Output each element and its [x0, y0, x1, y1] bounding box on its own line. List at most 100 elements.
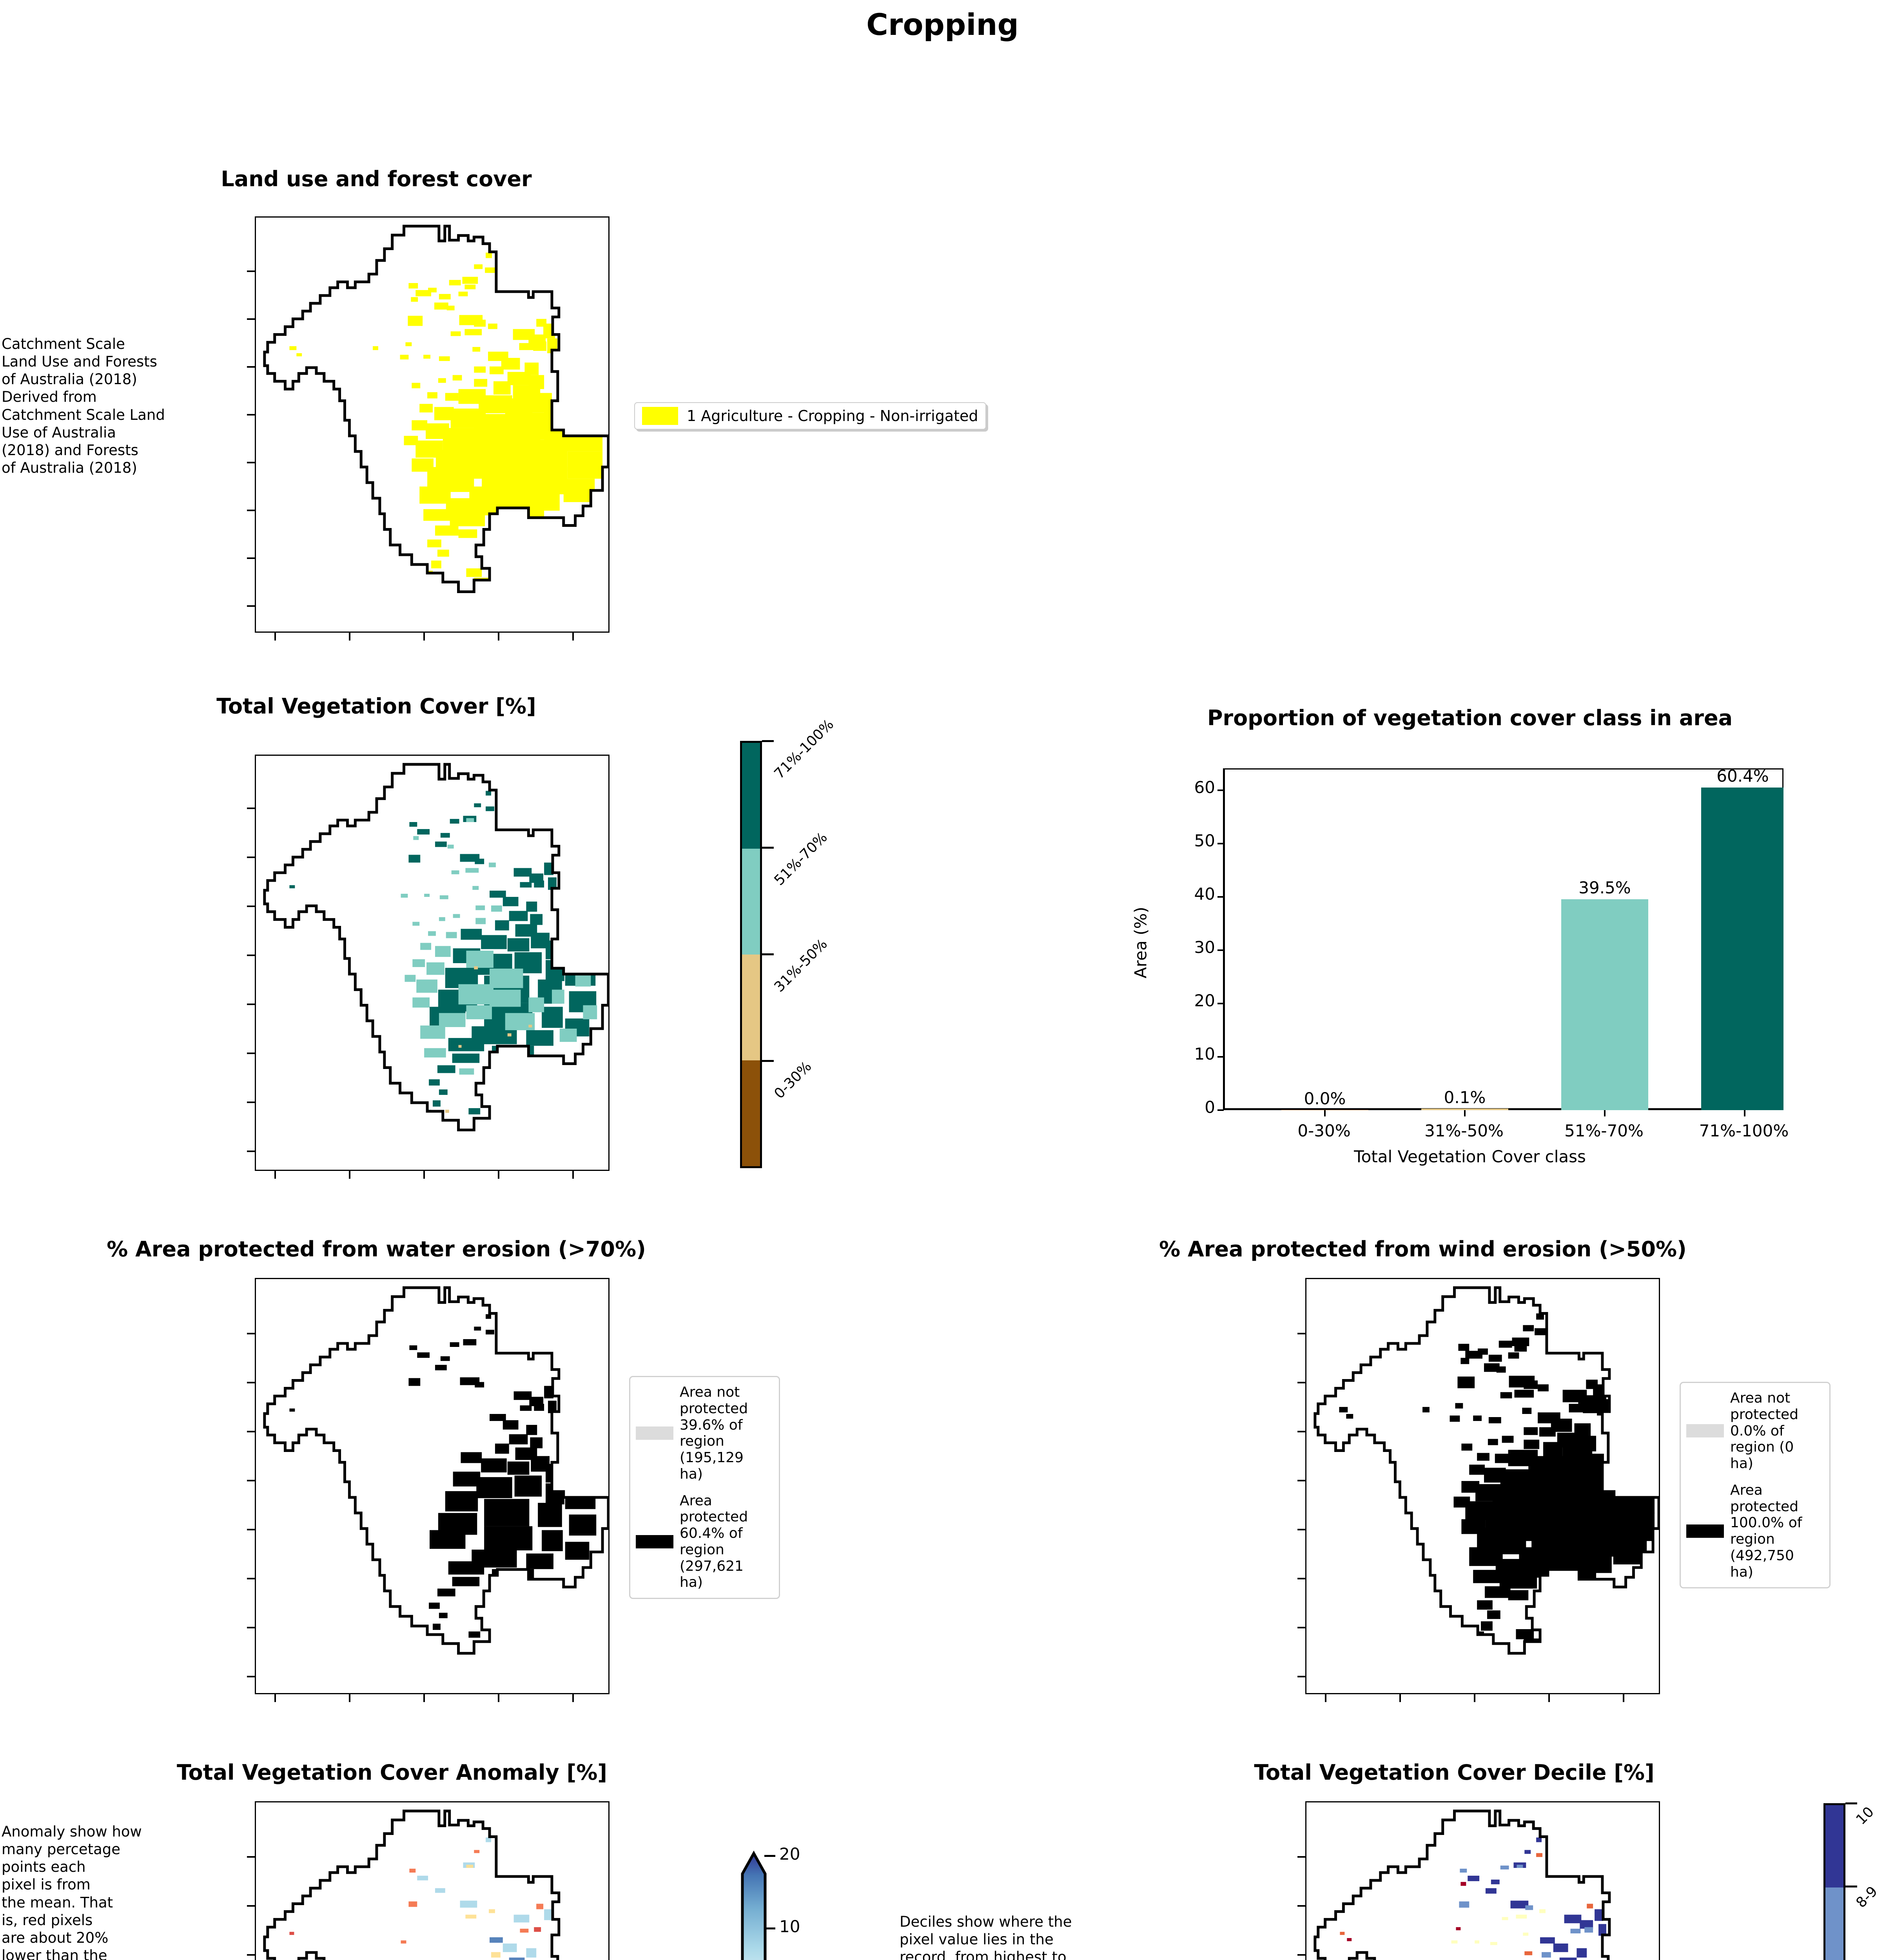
water-erosion-legend[interactable]: Area not protected 39.6% of region (195,… — [629, 1376, 780, 1599]
anomaly-colorbar[interactable] — [740, 1803, 767, 1960]
decile-cbar-label-8-9: 8-9 — [1853, 1883, 1881, 1911]
water-erosion-axis-tick — [247, 1578, 255, 1579]
barchart-ytick-50: 50 — [1194, 831, 1215, 850]
anomaly-colorbar-svg — [741, 1850, 767, 1960]
bar-31-50 — [1421, 1109, 1508, 1110]
vegcover-cbar-label-0-30: 0-30% — [771, 1058, 815, 1102]
decile-cbar-tick — [1845, 1886, 1857, 1887]
decile-axis-tick — [1297, 1905, 1305, 1907]
cbar-seg-8-9 — [1825, 1887, 1843, 1960]
not-protected-swatch — [636, 1426, 673, 1440]
vegcover-cbar-tick — [762, 1060, 774, 1062]
bar-value-label-71-100: 60.4% — [1716, 766, 1769, 786]
barchart-ylabel: Area (%) — [1131, 907, 1150, 978]
wind-erosion-axis-tick — [1474, 1694, 1475, 1702]
barchart-xtick-mark — [1604, 1110, 1606, 1116]
vegcover-map[interactable] — [255, 755, 610, 1171]
decile-map[interactable] — [1305, 1801, 1660, 1960]
landuse-axis-tick — [572, 633, 574, 641]
landuse-axis-tick — [349, 633, 350, 641]
wind-erosion-map-svg — [1314, 1286, 1659, 1655]
wind-erosion-panel-title: % Area protected from wind erosion (>50%… — [1159, 1237, 1687, 1261]
water-erosion-axis-tick — [247, 1529, 255, 1530]
landuse-panel-title: Land use and forest cover — [221, 167, 532, 191]
legend-row-not-protected[interactable]: Area not protected 0.0% of region (0 ha) — [1686, 1390, 1823, 1472]
anomaly-caption: Anomaly show how many percetage points e… — [2, 1823, 142, 1960]
legend-row-not-protected[interactable]: Area not protected 39.6% of region (195,… — [636, 1384, 773, 1483]
water-erosion-axis-tick — [349, 1694, 350, 1702]
decile-cbar-tick — [1845, 1802, 1857, 1804]
landuse-axis-tick — [247, 318, 255, 320]
bar-value-label-51-70: 39.5% — [1578, 878, 1631, 897]
wind-erosion-axis-tick — [1297, 1676, 1305, 1677]
wind-erosion-axis-tick — [1297, 1480, 1305, 1481]
landuse-axis-tick — [498, 633, 499, 641]
decile-panel-title: Total Vegetation Cover Decile [%] — [1254, 1760, 1655, 1785]
wind-erosion-map[interactable] — [1305, 1278, 1660, 1694]
landuse-axis-tick — [247, 557, 255, 559]
protected-swatch — [1686, 1524, 1724, 1538]
wind-erosion-raster — [1339, 1313, 1655, 1650]
water-erosion-map[interactable] — [255, 1278, 610, 1694]
not-protected-text: Area not protected 39.6% of region (195,… — [680, 1384, 748, 1482]
protected-text: Area protected 60.4% of region (297,621 … — [680, 1492, 748, 1591]
cbar-seg-51-70 — [742, 849, 760, 955]
water-erosion-map-svg — [263, 1286, 608, 1655]
barchart-ytick-40: 40 — [1194, 884, 1215, 904]
barchart-xtick-mark — [1744, 1110, 1745, 1116]
vegcover-colorbar[interactable] — [740, 741, 762, 1168]
legend-row-protected[interactable]: Area protected 60.4% of region (297,621 … — [636, 1493, 773, 1591]
landuse-legend[interactable]: 1 Agriculture - Cropping - Non-irrigated — [634, 402, 986, 430]
decile-raster — [1340, 1837, 1606, 1960]
barchart-ytick-30: 30 — [1194, 938, 1215, 957]
water-erosion-axis-tick — [274, 1694, 276, 1702]
barchart[interactable]: Area (%) 0 10 20 30 40 50 60 0.0% 0.1% 3… — [1131, 741, 1803, 1211]
decile-colorbar[interactable] — [1823, 1803, 1845, 1960]
vegcover-axis-tick — [247, 955, 255, 956]
vegcover-axis-tick — [247, 906, 255, 907]
cbar-seg-31-50 — [742, 955, 760, 1060]
protected-text: Area protected 100.0% of region (492,750… — [1730, 1482, 1802, 1580]
water-erosion-axis-tick — [423, 1694, 425, 1702]
anomaly-cbar-label-20: 20 — [779, 1844, 800, 1864]
barchart-xtick-mark — [1464, 1110, 1466, 1116]
barchart-xtick-71-100: 71%-100% — [1699, 1121, 1789, 1140]
barchart-ytick-20: 20 — [1194, 991, 1215, 1010]
legend-row-protected[interactable]: Area protected 100.0% of region (492,750… — [1686, 1482, 1823, 1581]
barchart-ytick-60: 60 — [1194, 778, 1215, 797]
barchart-xtick-mark — [1324, 1110, 1326, 1116]
region-boundary — [1314, 1809, 1611, 1960]
decile-caption: Deciles show where the pixel value lies … — [900, 1913, 1072, 1960]
cbar-seg-10 — [1825, 1805, 1843, 1887]
water-erosion-axis-tick — [572, 1694, 574, 1702]
anomaly-panel-title: Total Vegetation Cover Anomaly [%] — [177, 1760, 607, 1785]
landuse-map[interactable] — [255, 216, 610, 633]
vegcover-cbar-tick — [762, 740, 774, 742]
barchart-xtick-0-30: 0-30% — [1297, 1121, 1351, 1140]
decile-axis-tick — [1297, 1954, 1305, 1956]
decile-map-svg — [1314, 1809, 1611, 1960]
vegcover-axis-tick — [349, 1171, 350, 1179]
anomaly-map-svg — [263, 1809, 561, 1960]
landuse-axis-tick — [247, 605, 255, 607]
barchart-ytick-mark — [1217, 1003, 1224, 1004]
barchart-ytick-0: 0 — [1205, 1098, 1215, 1117]
vegcover-cbar-label-31-50: 31%-50% — [771, 936, 831, 995]
barchart-ytick-mark — [1217, 1056, 1224, 1058]
water-erosion-axis-tick — [247, 1676, 255, 1677]
anomaly-map[interactable] — [255, 1801, 610, 1960]
decile-axis-tick — [1297, 1856, 1305, 1858]
vegcover-cbar-label-71-100: 71%-100% — [771, 716, 837, 782]
vegcover-axis-tick — [247, 857, 255, 858]
anomaly-axis-tick — [247, 1954, 255, 1956]
wind-erosion-axis-tick — [1297, 1382, 1305, 1383]
landuse-axis-tick — [247, 510, 255, 511]
water-erosion-axis-tick — [247, 1480, 255, 1481]
vegcover-axis-tick — [572, 1171, 574, 1179]
water-erosion-axis-tick — [247, 1333, 255, 1334]
protected-swatch — [636, 1535, 673, 1548]
region-boundary — [263, 225, 608, 593]
region-boundary — [1314, 1286, 1659, 1655]
barchart-ytick-mark — [1217, 949, 1224, 951]
wind-erosion-legend[interactable]: Area not protected 0.0% of region (0 ha)… — [1680, 1382, 1831, 1589]
